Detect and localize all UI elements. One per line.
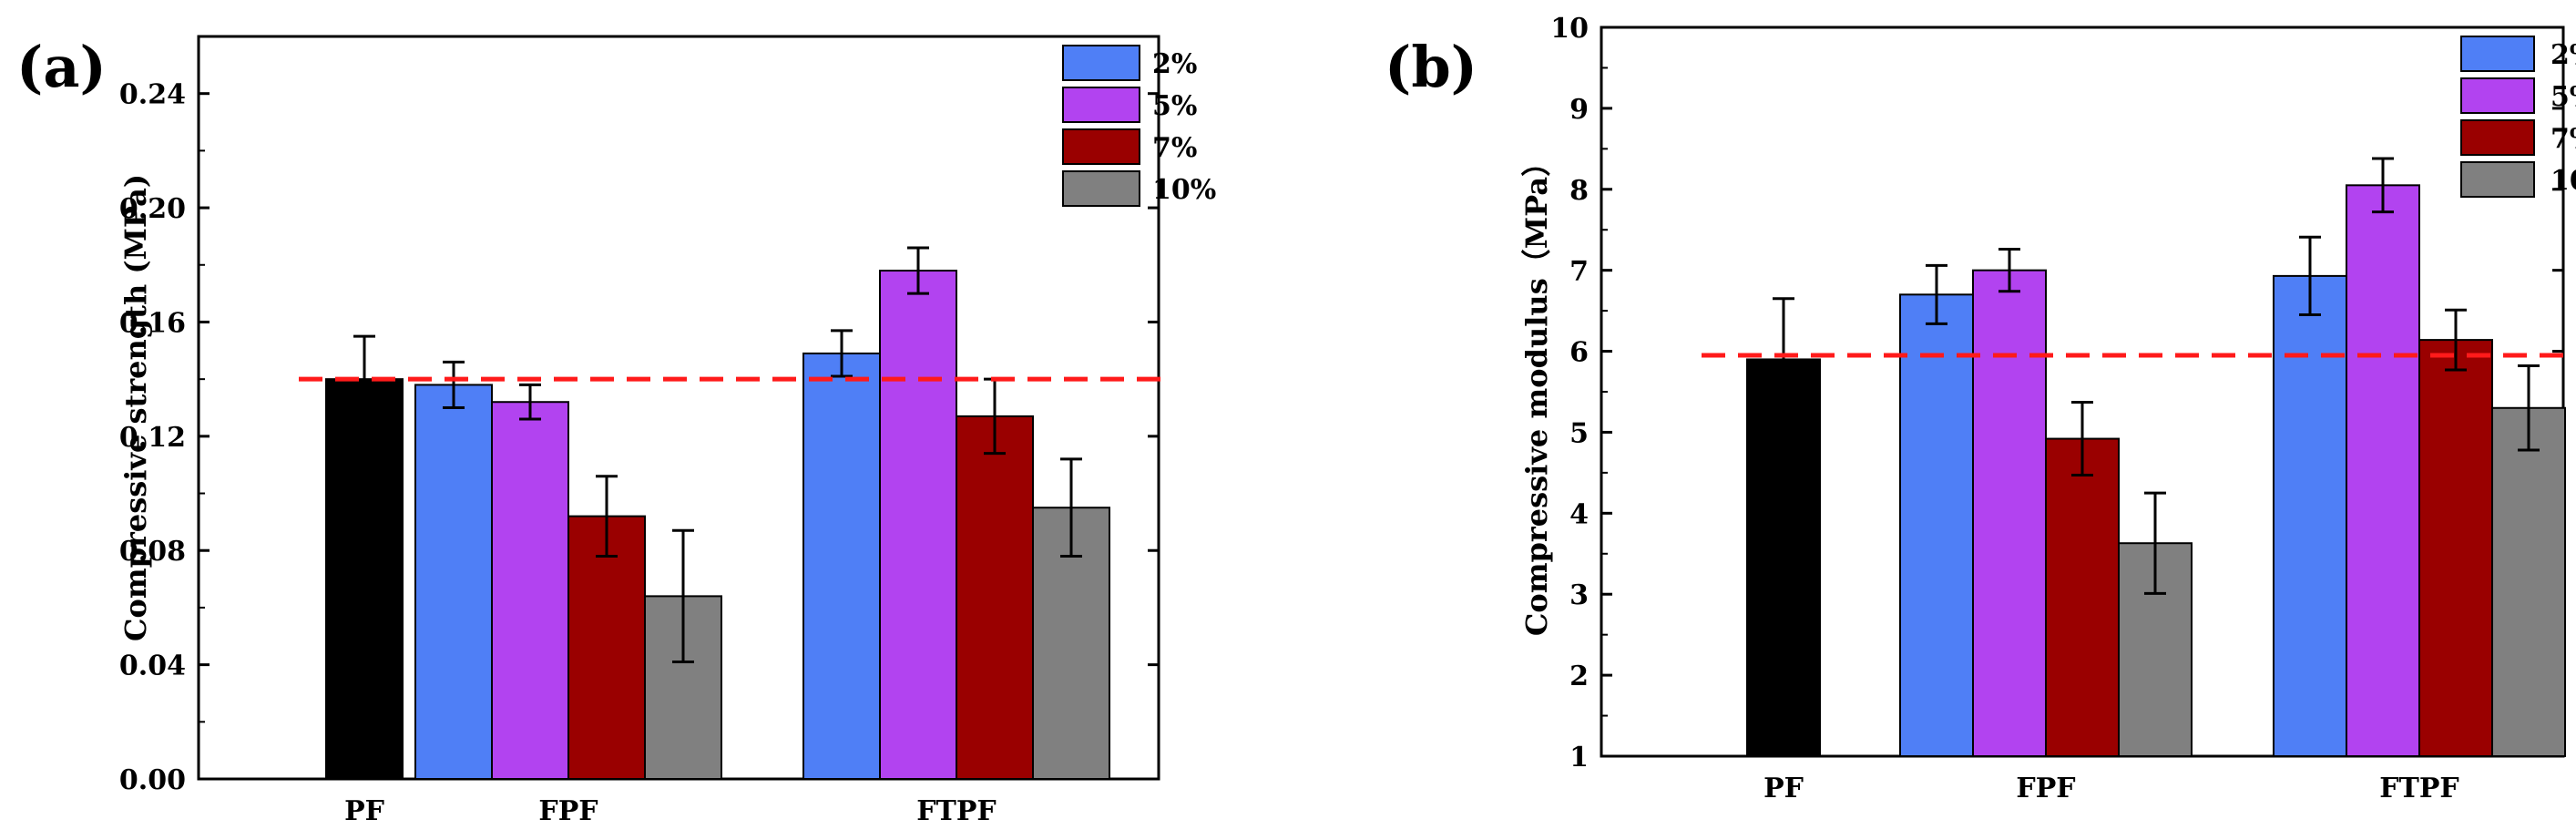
y-tick-label: 2: [1569, 661, 1589, 692]
bar-ftpf-2pct: [802, 352, 881, 780]
legend-swatch: [1062, 128, 1140, 165]
y-tick-label: 9: [1569, 94, 1589, 126]
bar-fpf-2pct: [414, 384, 493, 780]
y-axis-title: Compressive strength (MPa): [118, 174, 153, 641]
bar-fpf-5pct: [491, 401, 569, 780]
bar-fpf-5pct: [1972, 269, 2047, 757]
legend-swatch: [2460, 36, 2535, 72]
y-tick-label: 0.12: [119, 422, 186, 454]
legend-label: 10%: [1152, 174, 1216, 206]
bar-pf-control: [325, 378, 404, 780]
bar-ftpf-2pct: [2273, 274, 2347, 757]
legend-swatch: [2460, 119, 2535, 156]
bar-fpf-7pct: [2045, 437, 2120, 757]
legend-label: 2%: [1152, 48, 1197, 80]
y-tick-label: 3: [1569, 579, 1589, 611]
bar-ftpf-7pct: [2418, 339, 2493, 757]
chart-panel-a: (a) 0.00 0.04 0.08 0.12 0.16 0.20 0.24 Compressi…: [16, 34, 1216, 827]
y-tick-label: 5: [1569, 417, 1589, 449]
legend-label: 7%: [1152, 132, 1197, 164]
y-tick-label: 0.16: [119, 307, 186, 339]
x-category-label: FTPF: [2379, 773, 2458, 804]
legend-swatch: [2460, 161, 2535, 198]
y-tick-label: 0.04: [119, 650, 186, 682]
legend-swatch: [1062, 170, 1140, 207]
y-tick-label: 8: [1569, 175, 1589, 207]
y-tick-label: 4: [1569, 498, 1589, 530]
y-tick-label: 6: [1569, 337, 1589, 369]
y-tick-label: 0.24: [119, 79, 186, 111]
legend-swatch: [2460, 77, 2535, 114]
bar-ftpf-7pct: [956, 415, 1034, 780]
x-category-label: PF: [344, 795, 384, 827]
x-category-label: FPF: [2016, 773, 2075, 804]
bar-ftpf-10pct: [2491, 406, 2566, 757]
bar-fpf-7pct: [567, 515, 646, 780]
legend-label: 2%: [2550, 39, 2576, 71]
y-tick-label: 1: [1569, 742, 1589, 773]
y-tick-label: 0.08: [119, 536, 186, 568]
legend-swatch: [1062, 45, 1140, 81]
bar-fpf-2pct: [1899, 293, 1974, 757]
y-axis-title: Compressive modulus（MPa）: [1519, 148, 1554, 636]
y-tick-label: 10: [1550, 13, 1589, 45]
panel-label: (a): [16, 34, 107, 100]
x-category-label: FPF: [538, 795, 598, 827]
x-category-label: PF: [1763, 773, 1804, 804]
y-tick-label: 7: [1569, 256, 1589, 288]
x-category-label: FTPF: [916, 795, 996, 827]
panel-label: (b): [1385, 34, 1477, 100]
bar-ftpf-5pct: [2346, 184, 2420, 758]
legend-label: 7%: [2550, 123, 2576, 155]
legend-label: 5%: [2550, 81, 2576, 113]
legend-label: 5%: [1152, 90, 1197, 122]
chart-panel-b: (b) 1 2 3 4 5 6 7 8 9 10 Compressive modulus（MPa） PF…: [1385, 13, 2576, 804]
y-tick-label: 0.20: [119, 193, 186, 225]
bar-ftpf-5pct: [879, 270, 957, 780]
legend-label: 10%: [2550, 165, 2576, 197]
y-tick-label: 0.00: [119, 764, 186, 796]
legend-swatch: [1062, 87, 1140, 123]
